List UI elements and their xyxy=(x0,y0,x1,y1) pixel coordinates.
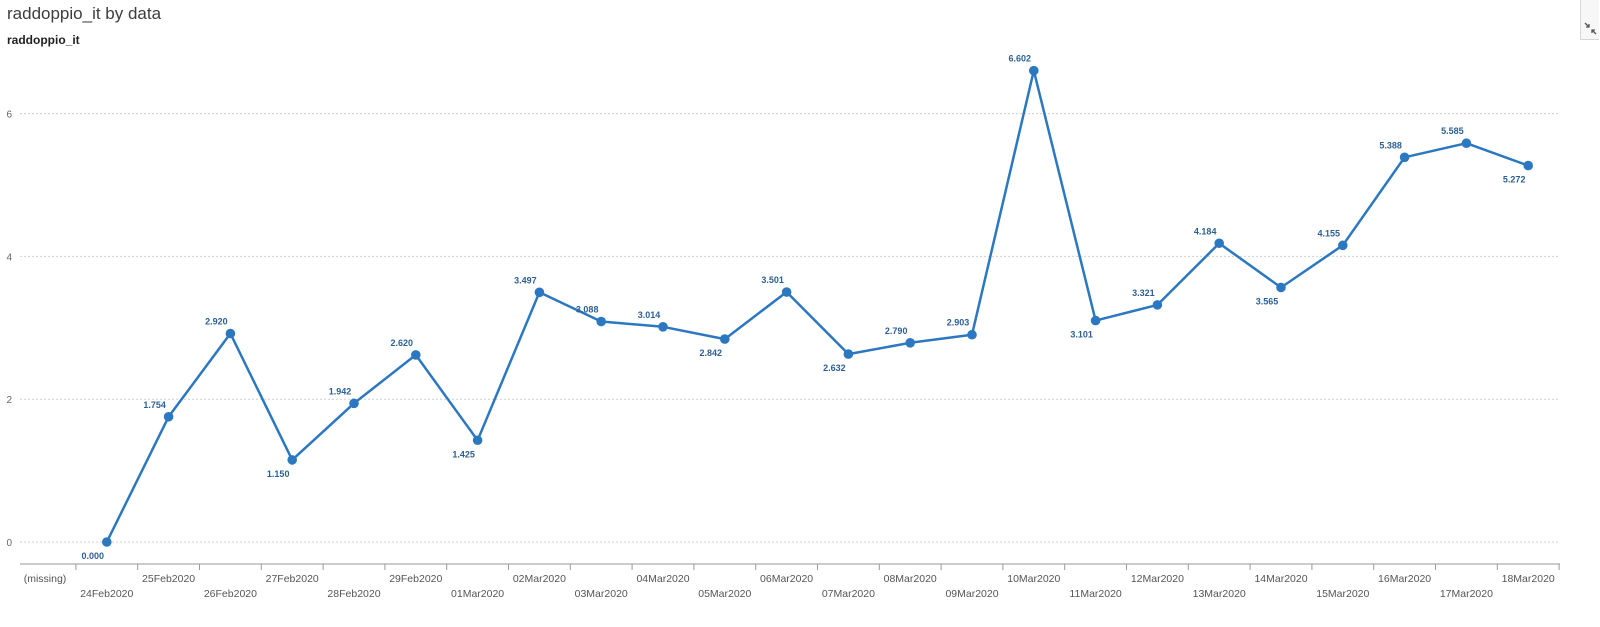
x-tick-label: 05Mar2020 xyxy=(698,588,751,600)
x-tick-label: 04Mar2020 xyxy=(636,573,689,585)
data-point xyxy=(163,411,174,422)
data-point xyxy=(1523,160,1533,171)
x-tick-label: 24Feb2020 xyxy=(80,588,133,600)
data-label: 6.602 xyxy=(1009,54,1032,64)
x-tick-label: 15Mar2020 xyxy=(1316,588,1369,600)
data-label: 1.150 xyxy=(267,469,290,479)
data-point xyxy=(905,337,915,348)
x-tick-label: 08Mar2020 xyxy=(884,573,937,585)
x-tick-label: 12Mar2020 xyxy=(1131,573,1184,585)
data-label: 1.754 xyxy=(143,400,166,410)
data-label: 2.903 xyxy=(947,318,970,328)
data-label: 3.501 xyxy=(761,275,784,285)
y-tick-label: 4 xyxy=(6,252,12,263)
x-tick-label: 14Mar2020 xyxy=(1254,573,1307,585)
x-tick-label: 03Mar2020 xyxy=(575,588,628,600)
data-label: 2.790 xyxy=(885,326,908,336)
x-tick-label: 26Feb2020 xyxy=(204,588,257,600)
data-label: 3.014 xyxy=(638,310,661,320)
data-label: 2.620 xyxy=(391,338,414,348)
x-tick-label: 01Mar2020 xyxy=(451,588,504,600)
data-point xyxy=(720,334,730,344)
data-point xyxy=(781,287,792,297)
data-label: 3.321 xyxy=(1132,288,1155,298)
y-tick-label: 6 xyxy=(6,110,12,121)
data-label: 4.184 xyxy=(1194,226,1217,236)
x-tick-label: 27Feb2020 xyxy=(266,573,319,585)
data-point xyxy=(472,435,483,446)
x-tick-label: 07Mar2020 xyxy=(822,588,875,600)
data-point xyxy=(1152,300,1163,310)
x-tick-label: 13Mar2020 xyxy=(1193,588,1246,600)
data-point xyxy=(534,287,545,298)
data-point xyxy=(287,455,298,465)
data-point xyxy=(658,322,668,332)
x-tick-label: 10Mar2020 xyxy=(1007,573,1060,585)
data-label: 2.842 xyxy=(700,348,723,358)
data-point xyxy=(1090,315,1101,326)
data-point xyxy=(1214,238,1224,249)
y-tick-label: 0 xyxy=(6,538,12,549)
data-label: 0.000 xyxy=(82,551,105,561)
chart-title: raddoppio_it by data xyxy=(7,4,162,23)
x-tick-label: 02Mar2020 xyxy=(513,573,566,585)
data-point xyxy=(349,398,359,409)
data-point xyxy=(967,329,977,340)
data-point xyxy=(1276,282,1286,293)
x-tick-label: 28Feb2020 xyxy=(327,588,380,600)
data-point xyxy=(843,349,854,359)
data-label: 1.425 xyxy=(452,449,475,459)
data-label: 5.272 xyxy=(1503,175,1526,185)
x-tick-label: 09Mar2020 xyxy=(945,588,998,600)
x-tick-label: 06Mar2020 xyxy=(760,573,813,585)
data-label: 3.565 xyxy=(1256,296,1279,306)
data-label: 4.155 xyxy=(1318,228,1341,238)
data-point xyxy=(225,328,236,339)
x-tick-label: (missing) xyxy=(24,573,67,585)
data-point xyxy=(1029,65,1039,76)
x-tick-label: 17Mar2020 xyxy=(1440,588,1493,600)
x-tick-label: 18Mar2020 xyxy=(1502,573,1555,585)
shrink-arrows-icon xyxy=(1584,22,1597,35)
x-tick-label: 25Feb2020 xyxy=(142,573,195,585)
y-tick-label: 2 xyxy=(6,395,12,406)
data-point xyxy=(102,537,112,547)
data-point xyxy=(1399,152,1410,163)
data-label: 3.101 xyxy=(1070,330,1093,340)
x-tick-label: 16Mar2020 xyxy=(1378,573,1431,585)
data-label: 3.088 xyxy=(576,305,599,315)
x-tick-label: 11Mar2020 xyxy=(1069,588,1122,600)
data-label: 1.942 xyxy=(329,386,352,396)
data-point xyxy=(411,350,421,360)
data-label: 3.497 xyxy=(514,275,537,285)
series-label: raddoppio_it xyxy=(7,33,80,47)
maximize-button[interactable] xyxy=(1580,0,1599,40)
data-point xyxy=(596,316,606,327)
data-point xyxy=(1338,240,1348,251)
data-label: 5.585 xyxy=(1441,126,1464,136)
data-label: 5.388 xyxy=(1379,140,1402,150)
series-line xyxy=(105,69,1529,543)
data-point xyxy=(1461,138,1472,149)
data-label: 2.920 xyxy=(205,317,228,327)
x-tick-label: 29Feb2020 xyxy=(389,573,442,585)
data-label: 2.632 xyxy=(823,363,846,373)
